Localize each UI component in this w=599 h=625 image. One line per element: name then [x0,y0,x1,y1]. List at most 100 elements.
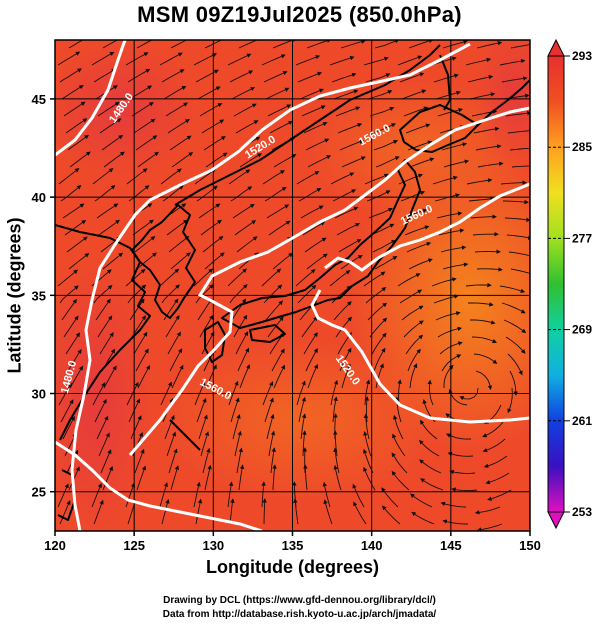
streamline [59,68,82,83]
streamline [471,336,498,344]
streamline [134,236,156,253]
streamline [477,161,504,168]
streamline [165,102,189,117]
coastline-korea [131,204,196,319]
streamline [99,332,114,355]
streamline [502,199,529,205]
streamline [235,331,249,355]
streamline [261,481,266,508]
streamline [440,501,467,508]
streamline [162,185,184,202]
streamline [306,253,328,270]
streamline [232,203,255,219]
streamline [233,103,257,117]
streamline [409,363,418,389]
streamline [197,298,213,321]
streamline [135,348,149,372]
streamline [198,203,221,219]
streamline [503,319,527,334]
streamline [63,315,79,338]
contour-line-6 [55,440,263,531]
streamline [501,76,528,83]
streamline [499,58,526,66]
streamline [194,168,217,185]
streamline [238,40,263,49]
streamline [163,298,179,321]
streamline [161,69,185,83]
streamline [407,348,421,372]
coastline-kurils [477,79,530,126]
streamline [202,236,224,253]
streamline [363,466,376,491]
streamline [204,252,225,270]
streamline [57,483,69,508]
streamline [333,447,340,474]
streamline [399,289,423,304]
streamline [303,332,318,355]
streamline [164,414,175,440]
streamline [470,319,496,325]
streamline [332,189,357,202]
streamline [404,225,430,236]
streamline [227,481,234,508]
streamline [451,487,478,492]
streamline [475,144,502,151]
streamline [270,447,276,474]
streamline [127,284,147,304]
streamline [407,140,433,151]
streamline [447,451,474,457]
streamline [163,85,187,100]
streamline [271,348,285,372]
streamline [406,241,432,253]
streamline [402,208,428,219]
streamline [392,433,406,457]
streamline [91,482,102,508]
streamline [201,119,225,134]
streamline [236,236,258,253]
streamline [374,256,398,270]
streamline [440,245,467,253]
streamline [382,505,401,525]
streamline [165,314,180,338]
credit-dcl: Drawing by DCL (https://www.gfd-dennou.o… [163,595,436,606]
streamline [449,469,476,475]
chart-title: MSM 09Z19Jul2025 (850.0hPa) [137,2,462,27]
streamline [198,414,208,440]
coastline-sakhalin [439,54,451,111]
streamline [375,363,384,389]
streamline [511,165,530,168]
colorbar-tick-label: 261 [572,414,592,428]
streamline [103,365,117,389]
streamline [397,273,421,287]
streamline [228,169,251,185]
cool-region-west [55,260,155,531]
contour-line-2 [70,42,471,531]
streamline [371,123,397,134]
streamline [409,157,435,168]
streamline [442,519,469,525]
x-tick-label: 135 [282,538,304,553]
streamline [436,211,463,219]
streamline [437,326,463,338]
streamline [261,268,282,287]
streamline [465,282,492,288]
streamline [363,271,386,287]
streamline [300,205,324,219]
streamline [202,447,211,474]
streamline [166,431,177,457]
streamline [409,493,433,508]
streamline [335,316,352,338]
streamline [59,285,79,304]
streamline [266,413,275,440]
streamline [509,147,530,151]
streamline [103,151,125,168]
streamline [339,347,352,372]
colorbar-tick-label: 277 [572,231,592,245]
streamline [136,40,153,49]
streamline [262,498,267,525]
streamline [65,332,80,355]
streamline [239,364,251,389]
streamline [443,159,470,168]
y-axis-label: Latitude (degrees) [4,217,25,374]
